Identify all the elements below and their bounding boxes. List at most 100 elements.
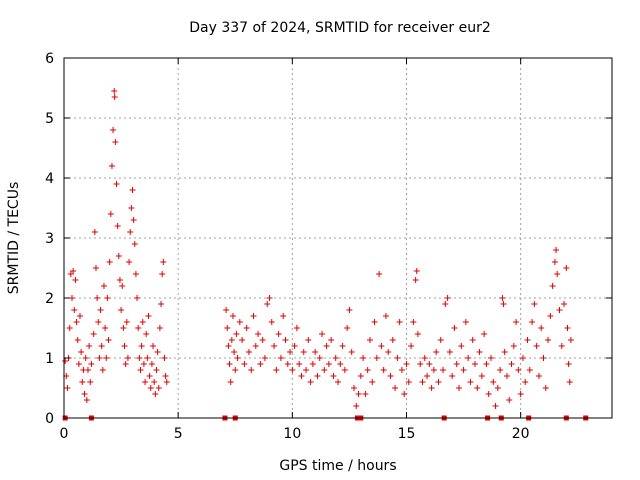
data-point	[385, 349, 392, 355]
data-point	[153, 367, 160, 373]
data-point	[485, 391, 492, 397]
data-point	[417, 361, 424, 367]
data-point	[287, 349, 294, 355]
data-point	[103, 355, 110, 361]
y-tick-label: 3	[45, 231, 54, 247]
data-point	[241, 361, 248, 367]
data-point	[104, 295, 111, 301]
data-point	[433, 349, 440, 355]
data-point	[551, 259, 558, 265]
data-point	[364, 367, 371, 373]
data-point	[223, 307, 230, 313]
data-point	[159, 271, 166, 277]
data-point	[428, 385, 435, 391]
data-point	[558, 343, 565, 349]
data-point	[154, 349, 161, 355]
data-point	[135, 325, 142, 331]
data-point	[449, 373, 456, 379]
x-tick-label: 5	[174, 426, 183, 442]
data-point	[328, 337, 335, 343]
data-point	[533, 343, 540, 349]
data-point	[494, 385, 501, 391]
data-point	[71, 307, 78, 313]
data-point	[124, 355, 131, 361]
data-point	[540, 355, 547, 361]
data-point	[126, 259, 133, 265]
data-point	[136, 355, 143, 361]
data-point	[88, 361, 95, 367]
data-point	[335, 379, 341, 385]
data-point	[481, 331, 488, 337]
data-point	[161, 355, 168, 361]
data-point	[357, 373, 364, 379]
data-point	[353, 403, 360, 409]
data-point	[130, 217, 137, 223]
data-point	[121, 343, 128, 349]
data-point	[500, 301, 507, 307]
data-point	[492, 403, 499, 409]
data-point	[97, 307, 104, 313]
data-point	[122, 361, 129, 367]
data-point	[424, 373, 431, 379]
data-point	[81, 391, 88, 397]
data-point	[143, 331, 150, 337]
data-point	[508, 361, 515, 367]
data-point	[108, 163, 115, 169]
data-point	[421, 355, 428, 361]
data-point	[148, 361, 155, 367]
data-point	[146, 373, 153, 379]
data-point	[462, 319, 469, 325]
data-point	[102, 325, 109, 331]
y-tick-label: 6	[45, 51, 54, 67]
data-point	[524, 337, 531, 343]
data-point	[90, 331, 97, 337]
data-point	[316, 355, 323, 361]
data-point	[350, 385, 357, 391]
data-point	[515, 367, 522, 373]
data-point	[231, 349, 238, 355]
data-point	[444, 295, 451, 301]
data-point	[131, 241, 138, 247]
data-point	[226, 361, 233, 367]
data-point	[151, 379, 158, 385]
data-point	[312, 349, 319, 355]
data-point	[323, 343, 330, 349]
data-point	[389, 337, 396, 343]
data-point	[252, 343, 259, 349]
data-point	[369, 379, 376, 385]
y-tick-label: 1	[45, 351, 54, 367]
data-point	[82, 355, 89, 361]
data-point	[140, 361, 147, 367]
data-point	[261, 355, 268, 361]
data-point	[348, 349, 355, 355]
data-point	[78, 349, 85, 355]
data-point	[66, 325, 73, 331]
data-point	[62, 358, 69, 364]
data-point	[446, 349, 453, 355]
data-point	[341, 367, 348, 373]
data-point	[538, 325, 545, 331]
data-point	[344, 325, 351, 331]
data-point	[330, 373, 337, 379]
chart-title: Day 337 of 2024, SRMTID for receiver eur…	[189, 20, 491, 36]
data-point	[111, 88, 118, 94]
data-points	[62, 88, 574, 409]
data-point	[233, 331, 240, 337]
data-point	[155, 385, 162, 391]
data-point	[75, 361, 82, 367]
data-point	[134, 295, 141, 301]
data-point	[501, 349, 508, 355]
data-point	[307, 379, 314, 385]
data-point	[250, 313, 257, 319]
data-point	[380, 367, 387, 373]
data-point	[435, 379, 442, 385]
data-point	[115, 253, 122, 259]
data-point	[79, 379, 86, 385]
data-point	[284, 361, 291, 367]
data-point	[355, 391, 362, 397]
data-point	[506, 397, 513, 403]
data-point	[362, 391, 369, 397]
data-point	[561, 301, 568, 307]
data-point	[419, 379, 426, 385]
